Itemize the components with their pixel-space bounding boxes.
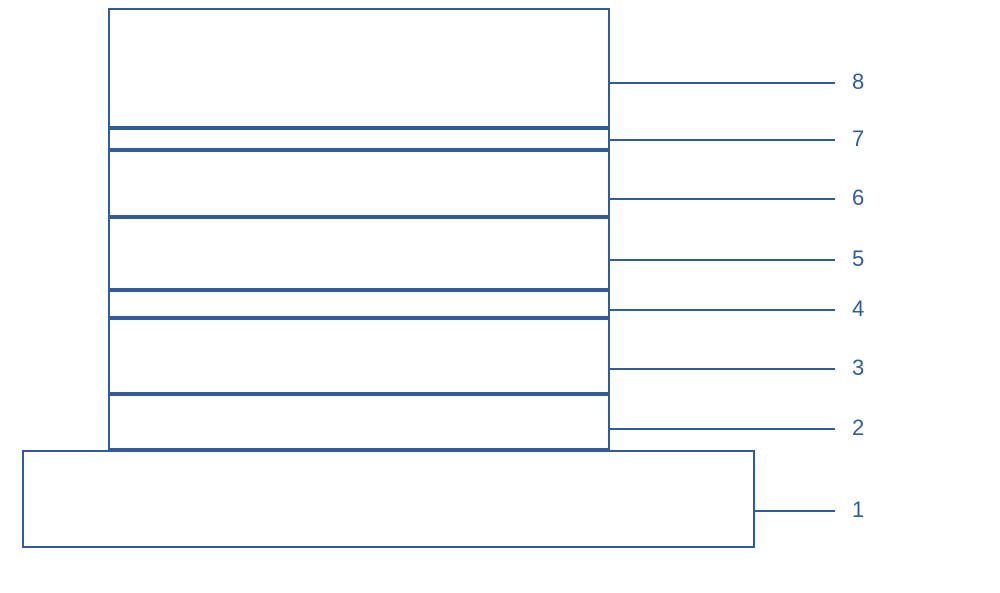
label-7: 7 bbox=[852, 126, 864, 152]
label-3: 3 bbox=[852, 355, 864, 381]
layer-3 bbox=[108, 318, 610, 394]
layer-2 bbox=[108, 394, 610, 450]
leader-4 bbox=[610, 309, 835, 311]
leader-6 bbox=[610, 198, 835, 200]
layer-6 bbox=[108, 150, 610, 217]
label-4: 4 bbox=[852, 296, 864, 322]
layer-5 bbox=[108, 217, 610, 290]
label-1: 1 bbox=[852, 497, 864, 523]
label-8: 8 bbox=[852, 69, 864, 95]
leader-8 bbox=[610, 82, 835, 84]
layer-8 bbox=[108, 8, 610, 128]
leader-3 bbox=[610, 368, 835, 370]
leader-5 bbox=[610, 259, 835, 261]
layer-7 bbox=[108, 128, 610, 150]
leader-2 bbox=[610, 428, 835, 430]
label-5: 5 bbox=[852, 246, 864, 272]
leader-7 bbox=[610, 139, 835, 141]
label-6: 6 bbox=[852, 185, 864, 211]
label-2: 2 bbox=[852, 415, 864, 441]
diagram-stage: 8 7 6 5 4 3 2 1 bbox=[0, 0, 1000, 593]
layer-4 bbox=[108, 290, 610, 318]
layer-1 bbox=[22, 450, 755, 548]
leader-1 bbox=[755, 510, 835, 512]
